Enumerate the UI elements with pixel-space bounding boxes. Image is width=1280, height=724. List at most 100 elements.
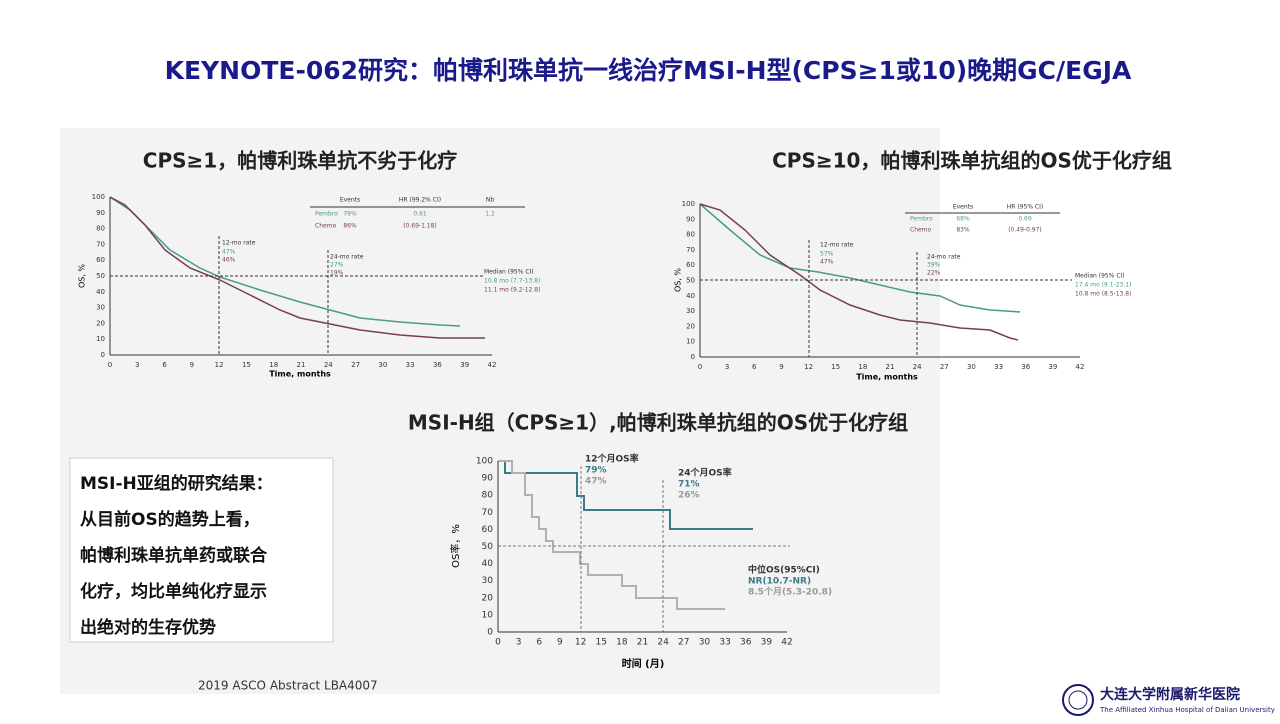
x-tick-label: 12 xyxy=(804,363,813,371)
y-tick-label: 30 xyxy=(96,304,105,312)
x-tick-label: 24 xyxy=(324,361,333,369)
annotation: 79% xyxy=(585,466,607,476)
x-tick-label: 0 xyxy=(495,638,501,648)
annotation: 8.5个月(5.3-20.8) xyxy=(748,586,832,598)
x-tick-label: 3 xyxy=(135,361,139,369)
x-axis-label: Time, months xyxy=(856,373,918,382)
x-tick-label: 0 xyxy=(108,361,112,369)
annotation: 57% xyxy=(820,251,834,258)
x-tick-label: 0 xyxy=(698,363,702,371)
y-tick-label: 90 xyxy=(96,209,105,217)
annotation: 26% xyxy=(678,491,700,501)
annotation: 12个月OS率 xyxy=(585,453,639,465)
panel-heading: MSI-H组（CPS≥1）,帕博利珠单抗组的OS优于化疗组 xyxy=(408,411,908,435)
annotation: 24个月OS率 xyxy=(678,467,732,479)
x-tick-label: 39 xyxy=(1048,363,1057,371)
x-tick-label: 30 xyxy=(967,363,976,371)
annotation: 47% xyxy=(820,259,834,266)
x-tick-label: 27 xyxy=(678,638,689,648)
x-tick-label: 33 xyxy=(719,638,730,648)
x-tick-label: 18 xyxy=(858,363,867,371)
annotation: 27% xyxy=(330,262,344,269)
y-tick-label: 0 xyxy=(691,353,695,361)
y-tick-label: 70 xyxy=(686,246,695,254)
textbox-line: MSI-H亚组的研究结果： xyxy=(80,473,273,494)
y-tick-label: 100 xyxy=(682,200,695,208)
curves-1 xyxy=(109,196,525,355)
annotation: 24-mo rate xyxy=(927,254,961,261)
y-axis-label: OS, % xyxy=(78,264,87,288)
y-tick-label: 40 xyxy=(96,288,105,296)
y-tick-label: 100 xyxy=(476,457,493,467)
curves-3 xyxy=(498,460,790,632)
x-axis-label: 时间 (月) xyxy=(622,657,665,670)
annotation: 39% xyxy=(927,262,941,269)
logo-mark-inner xyxy=(1068,690,1088,710)
y-axis-label: OS率，% xyxy=(449,524,462,568)
x-tick-label: 18 xyxy=(269,361,278,369)
annotation: 47% xyxy=(222,249,236,256)
annotation: NR(10.7-NR) xyxy=(748,577,811,587)
y-tick-label: 50 xyxy=(96,272,105,280)
x-tick-label: 42 xyxy=(1076,363,1085,371)
legend-cell: (0.49-0.97) xyxy=(1008,227,1042,234)
legend-cell: 86% xyxy=(343,223,357,230)
x-tick-label: 36 xyxy=(433,361,442,369)
legend-header: Nb xyxy=(486,197,494,204)
legend-cell: (0.69-1.18) xyxy=(403,223,437,230)
x-tick-label: 24 xyxy=(913,363,922,371)
legend-cell: 0.69 xyxy=(1018,216,1032,223)
y-tick-label: 50 xyxy=(686,277,695,285)
x-tick-label: 27 xyxy=(351,361,360,369)
annotation: 10.8 mo (8.5-13.8) xyxy=(1075,291,1131,298)
y-tick-label: 60 xyxy=(686,261,695,269)
y-tick-label: 10 xyxy=(686,338,695,346)
legend-cell: 68% xyxy=(956,216,970,223)
x-tick-label: 6 xyxy=(162,361,167,369)
legend-cell: Pembro xyxy=(910,216,933,223)
x-tick-label: 15 xyxy=(595,638,606,648)
annotation: 12-mo rate xyxy=(820,242,854,249)
logo-name: 大连大学附属新华医院 xyxy=(1100,686,1240,703)
x-tick-label: 12 xyxy=(215,361,224,369)
annotation: 24-mo rate xyxy=(330,254,364,261)
x-tick-label: 39 xyxy=(460,361,469,369)
legend-cell: 83% xyxy=(956,227,970,234)
y-tick-label: 80 xyxy=(96,225,105,233)
x-tick-label: 21 xyxy=(886,363,895,371)
panel-heading: CPS≥10，帕博利珠单抗组的OS优于化疗组 xyxy=(772,149,1172,173)
y-tick-label: 0 xyxy=(487,628,493,638)
y-tick-label: 10 xyxy=(96,335,105,343)
y-tick-label: 80 xyxy=(482,491,494,501)
annotation: Median (95% CI) xyxy=(484,269,534,276)
x-tick-label: 3 xyxy=(516,638,522,648)
x-tick-label: 15 xyxy=(831,363,840,371)
x-tick-label: 42 xyxy=(488,361,497,369)
x-axis-label: Time, months xyxy=(269,370,331,379)
y-tick-label: 90 xyxy=(686,215,695,223)
legend-cell: 1.2 xyxy=(485,211,495,218)
y-tick-label: 70 xyxy=(482,508,494,518)
y-tick-label: 0 xyxy=(101,351,105,359)
legend-header: HR (95% CI) xyxy=(1007,204,1043,211)
logo-english: The Affiliated Xinhua Hospital of Dalian… xyxy=(1099,706,1275,714)
y-tick-label: 30 xyxy=(686,307,695,315)
annotation: 22% xyxy=(927,270,941,277)
textbox-line: 从目前OS的趋势上看， xyxy=(80,509,260,530)
y-tick-label: 60 xyxy=(96,256,105,264)
y-tick-label: 20 xyxy=(96,319,105,327)
y-tick-label: 20 xyxy=(482,593,494,603)
textbox-line: 帕博利珠单抗单药或联合 xyxy=(80,545,268,566)
x-tick-label: 6 xyxy=(752,363,757,371)
legend-cell: Chemo xyxy=(315,223,337,230)
textbox-line: 化疗，均比单纯化疗显示 xyxy=(80,581,267,602)
footer: 2019 ASCO Abstract LBA4007 xyxy=(198,679,378,693)
y-tick-label: 20 xyxy=(686,322,695,330)
legend-header: Events xyxy=(340,197,360,204)
x-tick-label: 21 xyxy=(637,638,648,648)
panel-heading: CPS≥1，帕博利珠单抗不劣于化疗 xyxy=(143,149,457,173)
x-tick-label: 15 xyxy=(242,361,251,369)
x-tick-label: 33 xyxy=(994,363,1003,371)
annotation: 17.4 mo (9.1-23.1) xyxy=(1075,282,1131,289)
